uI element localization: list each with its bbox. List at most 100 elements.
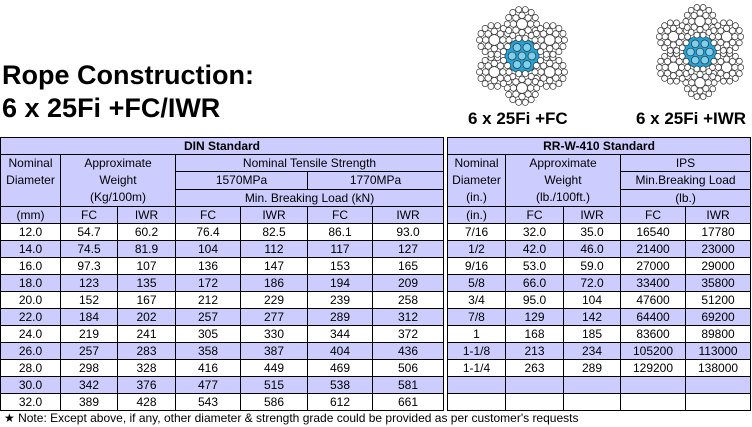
table-cell: 18.0 — [0, 274, 61, 292]
wire — [709, 85, 717, 93]
wire — [515, 34, 523, 42]
wire — [515, 70, 523, 78]
wire — [524, 78, 532, 86]
wire — [700, 39, 709, 48]
wire — [552, 62, 560, 70]
table-cell: 612 — [307, 393, 373, 411]
table-cell: 129200 — [620, 359, 686, 377]
table-cell: 389 — [60, 393, 118, 411]
wire — [481, 25, 489, 32]
table-cell: 172 — [175, 274, 241, 292]
wire — [515, 6, 523, 14]
header-cell: Approximate Weight (Kg/100m) — [60, 154, 176, 207]
wire — [549, 50, 557, 58]
header-cell: (in.) — [447, 206, 506, 224]
table-cell: 1 — [447, 325, 506, 343]
table-cell: 24.0 — [0, 325, 61, 343]
wire — [673, 47, 680, 54]
wire — [481, 80, 489, 87]
wire — [710, 57, 718, 65]
wire — [500, 57, 507, 64]
wire — [543, 82, 550, 90]
header-cell: FC — [307, 206, 373, 224]
wire — [699, 93, 707, 100]
wire — [490, 59, 498, 67]
table-cell: 404 — [307, 342, 373, 360]
table-cell: 76.4 — [175, 223, 241, 241]
table-cell: 123 — [60, 274, 118, 292]
table-cell: 136 — [175, 257, 241, 275]
wire — [554, 68, 562, 76]
table-cell: 239 — [307, 291, 373, 309]
wire — [729, 39, 736, 46]
wire — [684, 64, 691, 71]
table-cell: 51200 — [684, 291, 752, 309]
wire — [505, 14, 513, 22]
wire — [682, 39, 690, 47]
header-cell: FC — [620, 206, 686, 224]
table-row — [447, 376, 752, 394]
table-row: 1/2 42.0 46.0 21400 23000 — [447, 240, 752, 258]
wire — [521, 98, 529, 106]
wire — [732, 44, 739, 52]
table-cell: 202 — [117, 308, 176, 326]
wire — [533, 62, 540, 70]
table-cell: 661 — [371, 393, 445, 411]
wire — [481, 57, 489, 64]
wire — [482, 36, 490, 44]
wire — [729, 69, 736, 77]
table-row: 18.0 123 135 172 186 194 209 — [0, 274, 445, 292]
wire — [682, 79, 690, 87]
wire — [490, 77, 498, 85]
wire — [699, 65, 707, 73]
wire — [555, 57, 563, 64]
wire — [723, 24, 731, 32]
wire — [731, 33, 739, 41]
table-cell: 3/4 — [447, 291, 506, 309]
wire — [531, 78, 539, 86]
wire — [693, 65, 701, 73]
wire — [714, 44, 722, 52]
wire — [500, 48, 507, 55]
table-cell: 477 — [175, 376, 241, 394]
wire — [484, 74, 492, 82]
header-text: Diameter — [452, 173, 501, 187]
wire — [487, 82, 495, 90]
table-cell — [684, 376, 752, 394]
wire — [736, 39, 743, 47]
wire — [517, 51, 527, 61]
wire — [720, 19, 727, 27]
wire — [527, 73, 535, 80]
wire — [555, 48, 563, 55]
wire — [482, 68, 490, 76]
wire — [509, 20, 517, 28]
note: ★ Note: Except above, if any, other diam… — [4, 411, 579, 425]
table-cell: 104 — [563, 291, 621, 309]
wire — [522, 43, 532, 52]
table-cell: 436 — [371, 342, 445, 360]
wire — [533, 30, 540, 38]
table-cell: 9/16 — [447, 257, 506, 275]
wire — [669, 41, 677, 49]
wire — [518, 75, 526, 83]
header-text: Approximate — [84, 156, 152, 170]
wire — [504, 62, 511, 70]
wire — [710, 27, 718, 34]
table-cell: 113000 — [684, 342, 752, 360]
wire — [531, 68, 539, 76]
wire — [552, 30, 560, 38]
wire — [524, 14, 532, 22]
wire — [512, 14, 520, 22]
wire — [546, 77, 554, 85]
wire — [521, 70, 529, 78]
table-cell: 387 — [240, 342, 308, 360]
table-cell: 7/16 — [447, 223, 506, 241]
wire — [736, 57, 743, 65]
wire — [496, 30, 504, 38]
wire — [661, 75, 668, 82]
image-caption: 6 x 25Fi +FC — [468, 109, 568, 128]
table-cell: 20.0 — [0, 291, 61, 309]
wire — [494, 22, 501, 30]
wire — [693, 31, 701, 39]
